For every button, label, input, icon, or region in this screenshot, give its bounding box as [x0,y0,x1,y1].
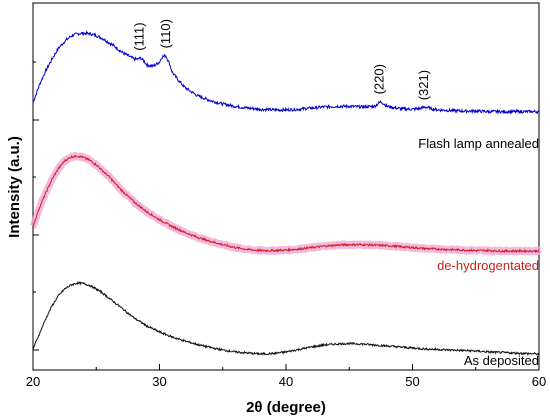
peak-annotations: (111) (110) (220) (321) [131,19,431,100]
x-tick-label: 50 [405,374,419,389]
x-tick-label: 60 [532,374,546,389]
x-axis-title: 2θ (degree) [246,399,326,416]
series-labels: Flash lamp annealed de-hydrogentated As de… [418,136,539,368]
series-line [32,154,540,254]
x-tick-label: 40 [279,374,293,389]
x-axis-ticks: 20 30 40 50 60 [26,364,546,389]
series-line [32,280,540,356]
series-halo [30,151,542,256]
peak-label: (321) [416,70,431,100]
y-axis-ticks [33,61,39,351]
series-label: As deposited [464,353,539,368]
x-tick-label: 30 [152,374,166,389]
series-label: de-hydrogentated [437,258,539,273]
plot-frame [32,2,540,371]
series-line [32,30,540,115]
series-label: Flash lamp annealed [418,136,539,151]
peak-label: (111) [131,22,146,50]
peak-label: (220) [372,64,387,94]
peak-label: (110) [158,19,173,48]
y-axis-title: Intensity (a.u.) [6,136,23,238]
series-layer [30,30,542,356]
x-tick-label: 20 [26,374,40,389]
